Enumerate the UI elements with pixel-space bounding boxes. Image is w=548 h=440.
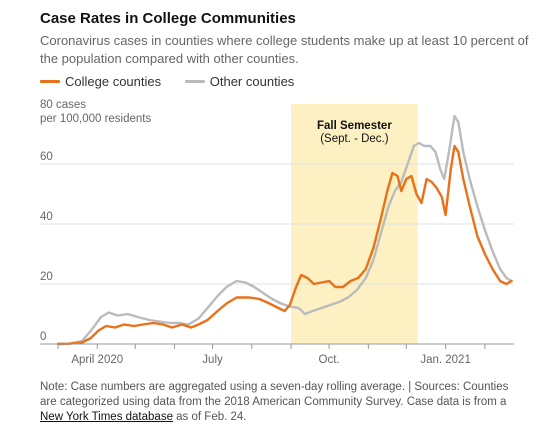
legend-label-college: College counties	[65, 74, 162, 89]
source-note: Note: Case numbers are aggregated using …	[40, 380, 526, 425]
series-line-college	[56, 144, 513, 346]
note-suffix: as of Feb. 24.	[172, 411, 247, 423]
semester-annotation-label: Fall Semester	[317, 120, 392, 132]
legend-swatch-other	[184, 80, 205, 83]
x-tick-label: Jan. 2021	[420, 354, 471, 366]
note-text: Note: Case numbers are aggregated using …	[40, 381, 509, 408]
legend-label-other: Other counties	[209, 74, 295, 89]
series-line-other	[56, 114, 513, 346]
database-link[interactable]: New York Times database	[40, 411, 173, 423]
x-tick-label: Oct.	[319, 354, 340, 366]
chart-subtitle: Coronavirus cases in counties where coll…	[40, 33, 529, 66]
legend: College counties Other counties	[40, 71, 314, 89]
legend-swatch-college	[40, 80, 60, 83]
y-tick-label-60: 60	[40, 151, 53, 163]
chart-title: Case Rates in College Communities	[40, 10, 296, 27]
y-axis-label-line1: 80 cases	[40, 99, 86, 111]
y-tick-label-20: 20	[40, 271, 53, 283]
line-chart: 0 20 40 60 April 2020 July Oct. Jan. 2021 80 ca…	[40, 99, 514, 366]
y-tick-label-0: 0	[40, 331, 46, 343]
y-axis-label-line2: per 100,000 residents	[40, 113, 151, 125]
series-layer	[56, 114, 513, 346]
legend-item-other: Other counties	[184, 74, 295, 89]
x-tick-label: July	[202, 354, 223, 366]
x-tick-label: April 2020	[71, 354, 123, 366]
y-tick-label-40: 40	[40, 211, 53, 223]
gridlines	[40, 163, 514, 285]
semester-annotation-sublabel: (Sept. - Dec.)	[320, 133, 389, 145]
legend-item-college: College counties	[40, 74, 161, 89]
axes: 0 20 40 60 April 2020 July Oct. Jan. 2021	[40, 151, 514, 366]
